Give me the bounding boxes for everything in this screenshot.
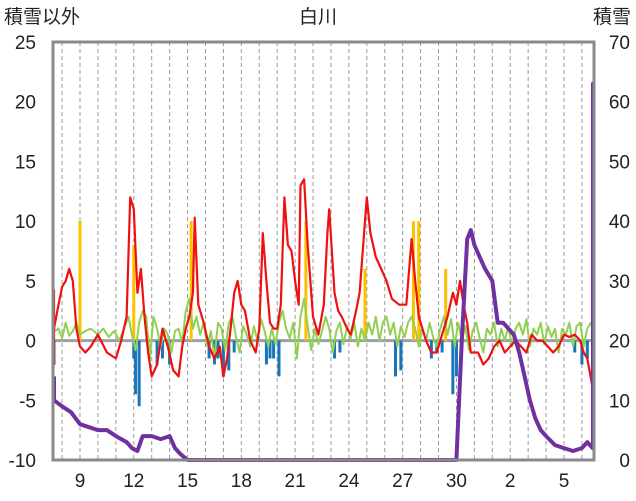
snowfall-bar	[155, 340, 159, 365]
left-tick-label: 20	[15, 93, 36, 114]
x-tick-label: 12	[123, 471, 144, 492]
right-tick-label: 20	[609, 332, 630, 353]
snowfall-bar	[232, 340, 236, 353]
rain-bar	[189, 221, 193, 341]
snowfall-bar	[268, 340, 272, 359]
snowfall-bar	[221, 340, 225, 377]
snowfall-bar	[393, 340, 397, 377]
right-tick-label: 50	[609, 152, 630, 173]
chart-title: 白川	[299, 6, 337, 28]
rain-bar	[444, 268, 448, 341]
right-tick-label: 70	[609, 33, 630, 54]
right-axis-ticks: 70 60 50 40 30 20 10 0	[609, 33, 630, 472]
snowfall-bar	[440, 340, 444, 353]
right-axis-label: 積雪	[593, 6, 631, 28]
temp_other-line	[53, 297, 594, 360]
x-tick-label: 21	[285, 471, 306, 492]
snowfall-bar	[160, 340, 164, 359]
x-tick-label: 2	[505, 471, 516, 492]
snowfall-bar	[132, 340, 136, 359]
temperature-line	[52, 178, 595, 413]
right-tick-label: 40	[609, 212, 630, 233]
left-tick-label: 15	[15, 152, 36, 173]
right-tick-label: 60	[609, 93, 630, 114]
x-tick-label: 18	[231, 471, 252, 492]
snowfall-bar	[333, 340, 337, 359]
rain-bar	[411, 221, 415, 341]
snowfall-bar	[272, 340, 276, 359]
snowfall-bar	[338, 340, 342, 353]
rain-bar	[304, 221, 308, 341]
left-tick-label: -5	[19, 391, 36, 412]
right-tick-label: 0	[619, 451, 630, 472]
right-tick-label: 30	[609, 272, 630, 293]
left-tick-label: 25	[15, 33, 36, 54]
rain-bar	[363, 268, 367, 341]
snowfall-bar	[137, 340, 141, 407]
x-tick-label: 27	[392, 471, 413, 492]
snowfall-bar	[399, 340, 403, 371]
snowfall-bar	[134, 340, 138, 395]
left-tick-label: -10	[9, 451, 36, 472]
left-tick-label: 0	[25, 332, 36, 353]
snowfall-bar	[573, 340, 577, 353]
left-tick-label: 5	[25, 272, 36, 293]
snowfall-bar	[429, 340, 433, 359]
snowfall-bar	[585, 340, 589, 359]
snowfall-bar	[454, 340, 458, 377]
snowfall-bar	[277, 340, 281, 377]
left-tick-label: 10	[15, 212, 36, 233]
x-tick-label: 5	[559, 471, 570, 492]
right-tick-label: 10	[609, 391, 630, 412]
x-tick-label: 30	[446, 471, 467, 492]
x-axis-ticks: 9 12 15 18 21 24 27 30 2 5	[75, 471, 570, 492]
left-axis-label: 積雪以外	[4, 6, 80, 28]
snowfall-bar	[227, 340, 231, 371]
x-tick-label: 9	[75, 471, 86, 492]
x-tick-label: 24	[338, 471, 360, 492]
left-axis-ticks: 25 20 15 10 5 0 -5 -10	[9, 33, 36, 472]
snowfall-bar	[207, 340, 211, 359]
rain-bar	[132, 245, 136, 341]
rain-bar	[417, 221, 421, 341]
snowfall-bar	[580, 340, 584, 365]
rain-bar	[78, 221, 82, 341]
plot-frame	[51, 40, 596, 462]
snowfall-bar	[264, 340, 268, 365]
snowfall-bar	[451, 340, 455, 395]
x-tick-label: 15	[177, 471, 198, 492]
